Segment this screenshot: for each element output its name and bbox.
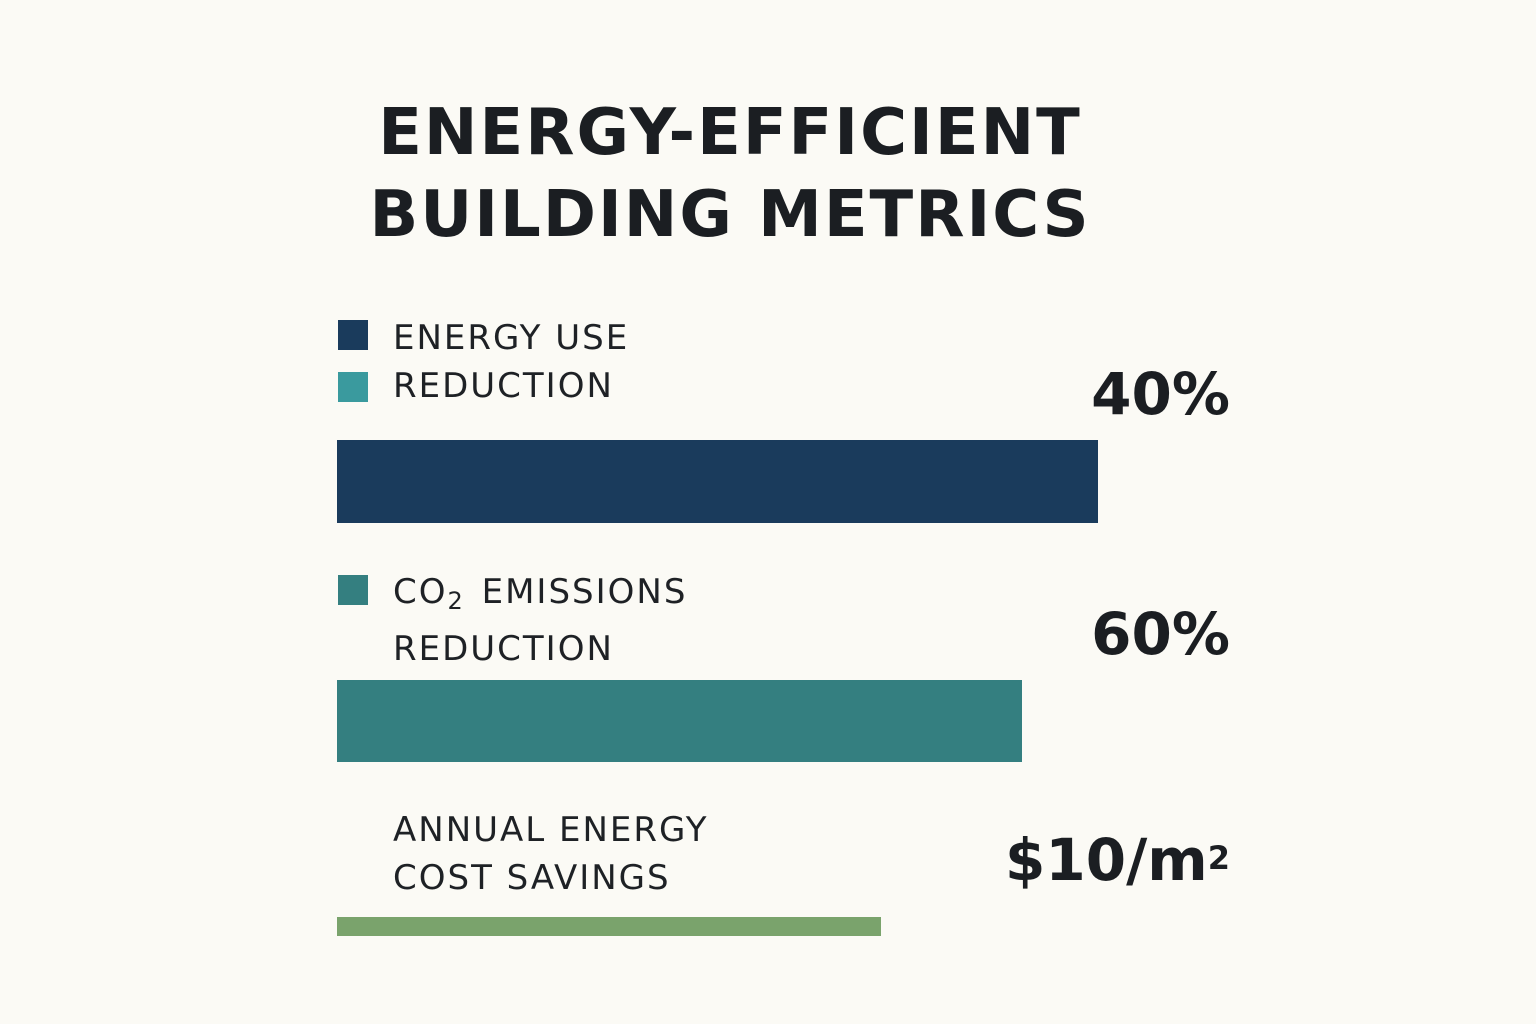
metric-label-co2: CO2 EMISSIONS REDUCTION: [393, 568, 687, 673]
metric-label-energy-use: ENERGY USE REDUCTION: [393, 314, 629, 410]
legend-swatch-reduction: [338, 372, 368, 402]
co2-suffix: EMISSIONS: [468, 572, 688, 612]
value-base: $10/m: [1005, 826, 1208, 894]
metric-label-line-2: REDUCTION: [393, 366, 614, 406]
metric-value-co2: 60%: [1091, 600, 1230, 668]
value-superscript: 2: [1207, 839, 1230, 877]
metric-label-line-1: ENERGY USE: [393, 318, 630, 358]
chart-title-line-2: BUILDING METRICS: [369, 178, 1091, 252]
metric-value-cost-savings: $10/m2: [1005, 828, 1230, 892]
metric-label-line-2: COST SAVINGS: [393, 858, 671, 898]
co2-prefix: CO: [393, 572, 448, 612]
bar-co2: [337, 680, 1022, 762]
chart-title: ENERGY-EFFICIENT BUILDING METRICS: [360, 92, 1100, 256]
metric-value-energy-use: 40%: [1091, 360, 1230, 428]
metric-label-line-1: CO2 EMISSIONS: [393, 568, 687, 625]
bar-cost-savings: [337, 917, 881, 936]
metric-label-line-1: ANNUAL ENERGY: [393, 810, 709, 850]
metric-label-line-2: REDUCTION: [393, 629, 614, 669]
legend-swatch-co2: [338, 575, 368, 605]
metric-label-cost-savings: ANNUAL ENERGY COST SAVINGS: [393, 806, 708, 902]
chart-title-line-1: ENERGY-EFFICIENT: [378, 96, 1082, 170]
legend-swatch-energy-use: [338, 320, 368, 350]
bar-energy-use: [337, 440, 1098, 523]
co2-subscript: 2: [447, 587, 465, 615]
